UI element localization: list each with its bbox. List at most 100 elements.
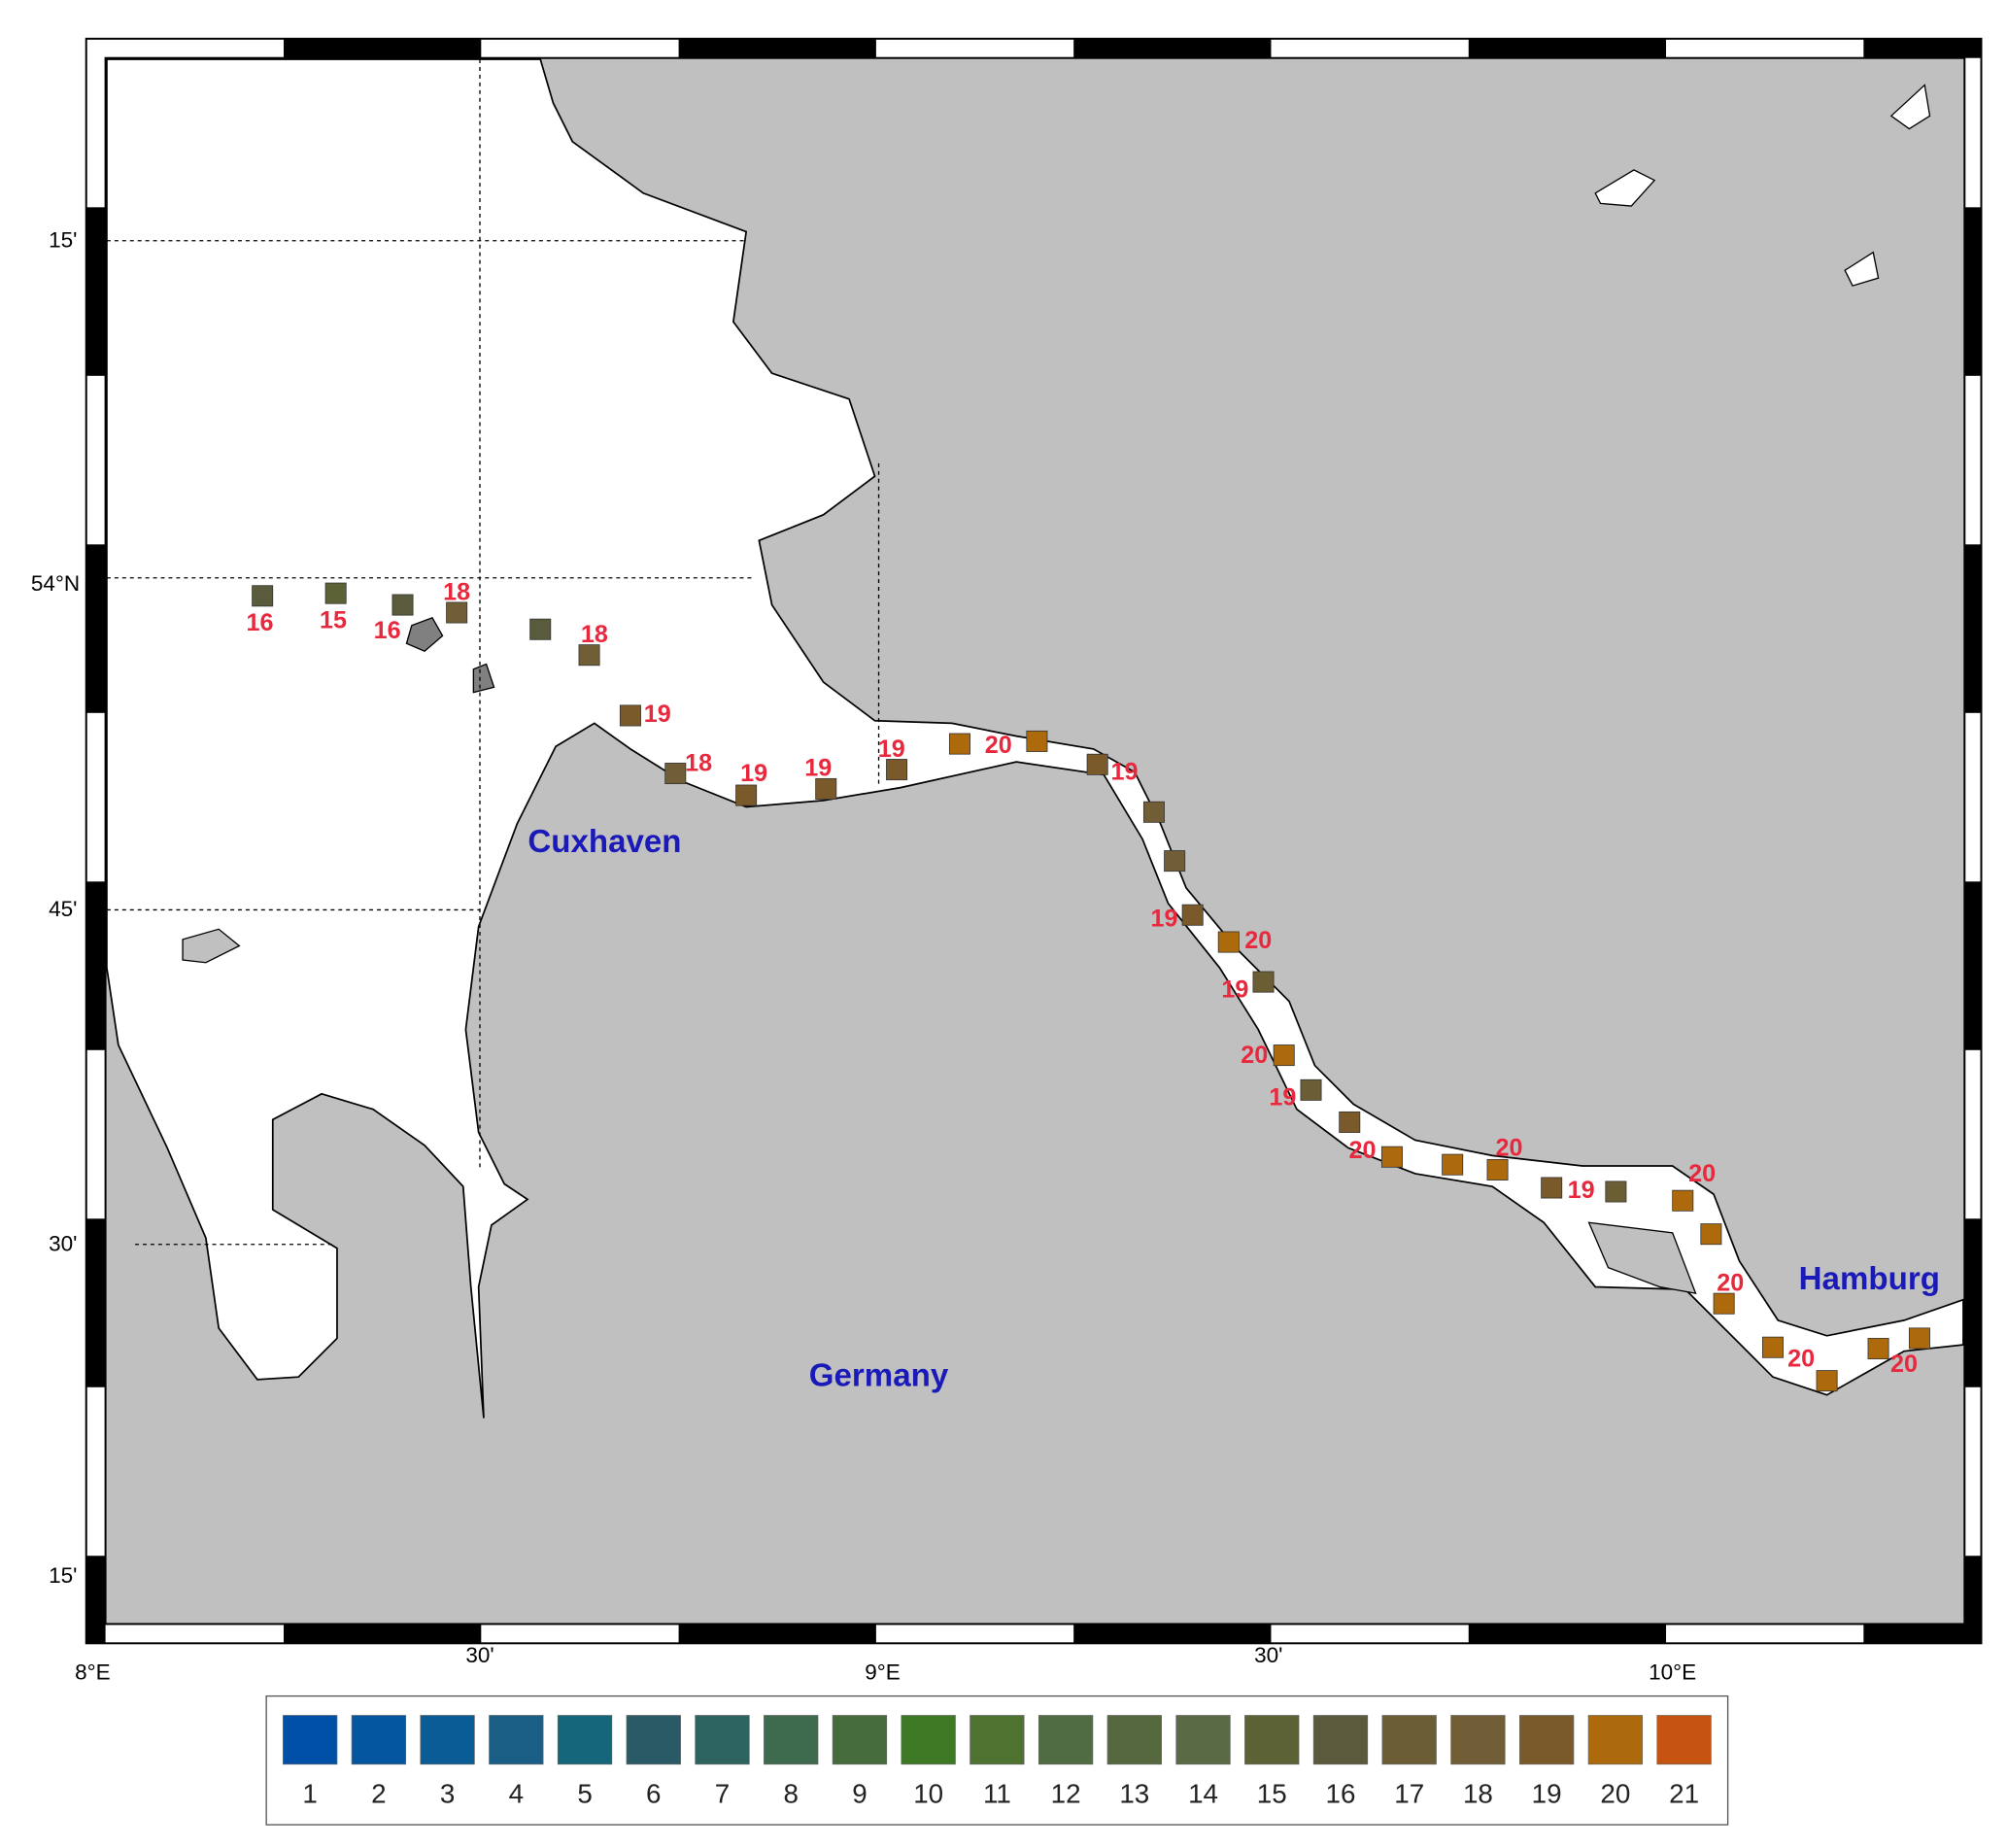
bar [1964,1218,1982,1387]
legend-swatch [1244,1715,1300,1765]
legend-swatch [420,1715,475,1765]
legend-label: 14 [1188,1779,1218,1809]
lat-tick-label: 45' [49,897,77,921]
legend-label: 9 [852,1779,867,1809]
legend-label: 4 [509,1779,524,1809]
bar [85,207,106,376]
station-label: 20 [1349,1137,1377,1164]
legend-label: 21 [1669,1779,1699,1809]
legend-swatch [1587,1715,1644,1765]
station-label: 19 [1568,1177,1595,1204]
bar [1964,544,1982,713]
station-label: 18 [581,621,608,648]
legend-label: 1 [302,1779,317,1809]
lon-tick-label: 30' [465,1643,493,1667]
island [1594,84,1931,287]
place-label: Germany [809,1357,949,1393]
legend-swatch [832,1715,888,1765]
station [578,644,600,667]
bar [678,1624,876,1644]
bar [1964,207,1982,376]
legend-swatch [1450,1715,1506,1765]
station [1486,1158,1509,1181]
bar [1468,1624,1667,1644]
bar [284,38,482,58]
bar [85,1556,106,1644]
legend-label: 18 [1463,1779,1493,1809]
station-label: 19 [644,701,671,728]
island [182,928,241,964]
bar [85,881,106,1050]
legend-label: 17 [1394,1779,1424,1809]
station-label: 16 [247,609,274,636]
lat-tick-label: 30' [49,1231,77,1255]
station-label: 20 [1495,1134,1522,1161]
station [1339,1111,1361,1133]
legend: 1 2 3 4 5 6 7 8 9 10 11 12 13 14 15 16 17 18 19 20 21 [283,1715,1712,1809]
lon-tick-label: 30' [1254,1643,1282,1667]
island [405,616,495,694]
bar [1073,38,1272,58]
legend-swatch [1175,1715,1231,1765]
legend-label: 6 [646,1779,661,1809]
bar [85,1218,106,1387]
station [1761,1336,1784,1358]
legend-swatch [489,1715,544,1765]
lat-tick-label: 15' [49,227,77,252]
frame-bars [85,38,1982,1644]
bar [1964,881,1982,1050]
station-label: 20 [1717,1269,1744,1296]
island [1587,1221,1697,1294]
station-label: 19 [740,760,767,787]
station [886,759,908,781]
station-label: 19 [1151,906,1178,933]
legend-swatch [1656,1715,1712,1765]
station [1380,1146,1403,1168]
station [1672,1189,1694,1212]
legend-swatch [1312,1715,1369,1765]
station-label: 20 [1241,1042,1268,1069]
legend-swatch [626,1715,681,1765]
bar [1863,1624,1982,1644]
lat-tick-label: 15' [49,1563,77,1588]
station-label: 19 [1221,975,1248,1003]
water [106,58,1964,1419]
station [446,601,468,624]
bar [284,1624,482,1644]
station [252,585,274,607]
bar [678,38,876,58]
station [1164,850,1186,873]
station [815,777,837,800]
station [619,704,641,727]
station-label: 20 [1688,1160,1716,1187]
station-label: 20 [985,732,1012,759]
station [1713,1292,1735,1315]
legend-label: 13 [1119,1779,1149,1809]
station [1816,1370,1838,1392]
station [1142,801,1165,823]
station [1541,1177,1563,1199]
station [1867,1338,1889,1360]
legend-swatch [1038,1715,1094,1765]
station [1181,904,1204,926]
station-label: 20 [1244,927,1272,954]
legend-swatch [351,1715,407,1765]
legend-swatch [1381,1715,1437,1765]
station [948,733,970,755]
bar [1863,38,1982,58]
legend-swatch [1519,1715,1575,1765]
station [1273,1044,1295,1067]
legend-swatch [1106,1715,1162,1765]
legend-label: 3 [440,1779,455,1809]
station [664,763,687,785]
bar [1468,38,1667,58]
station-label: 19 [1269,1084,1296,1112]
lon-tick-label: 10°E [1649,1660,1696,1684]
lon-tick-label: 9°E [865,1660,901,1684]
station [1300,1078,1322,1101]
legend-label: 7 [715,1779,730,1809]
station-label: 20 [1890,1351,1918,1378]
